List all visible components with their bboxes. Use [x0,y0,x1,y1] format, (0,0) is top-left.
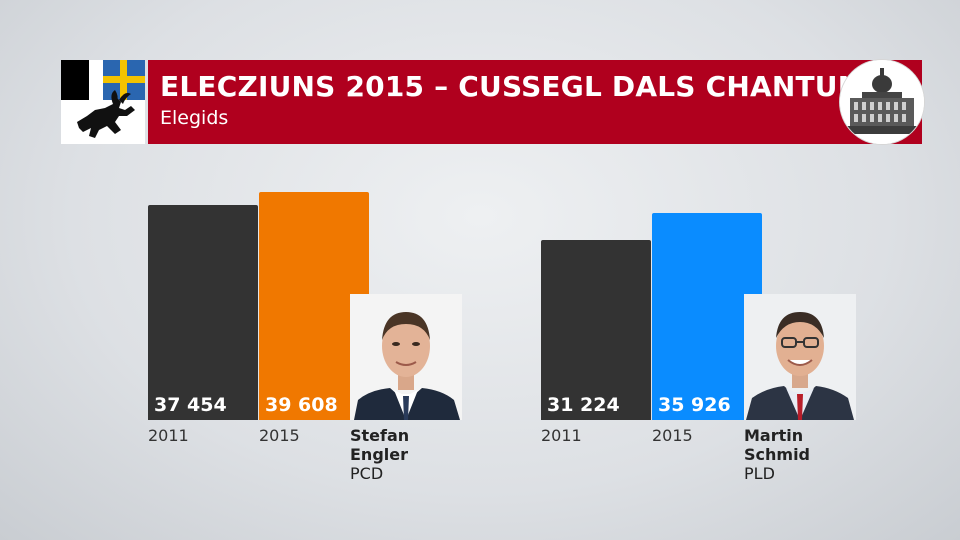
data-label-engler-2011: 37 454 [154,394,227,416]
category-label-schmid-2011: 2011 [541,426,582,445]
candidate-last-name: Schmid [744,445,811,464]
bar-schmid-2011: 31 224 [541,240,651,420]
candidate-name-schmid: Martin Schmid [744,426,810,464]
candidate-party-schmid: PLD [744,464,775,483]
data-label-schmid-2011: 31 224 [547,394,620,416]
category-label-engler-2015: 2015 [259,426,300,445]
bar-schmid-2015: 35 926 [652,213,762,420]
data-label-engler-2015: 39 608 [265,394,338,416]
category-label-schmid-2015: 2015 [652,426,693,445]
candidate-photo-schmid [744,294,856,420]
page-subtitle: Elegids [160,107,229,129]
candidate-first-name: Martin [744,426,804,445]
page-title: ELECZIUNS 2015 – CUSSEGL DALS CHANTUNS [160,70,882,103]
category-label-engler-2011: 2011 [148,426,189,445]
candidate-first-name: Stefan [350,426,410,445]
candidate-photo-engler [350,294,462,420]
graubuenden-coat-of-arms-icon [61,60,145,144]
header-band [148,60,922,144]
candidate-party-engler: PCD [350,464,384,483]
bar-engler-2011: 37 454 [148,205,258,420]
candidate-last-name: Engler [350,445,408,464]
federal-palace-icon [840,60,924,144]
data-label-schmid-2015: 35 926 [658,394,731,416]
candidate-name-engler: Stefan Engler [350,426,409,464]
